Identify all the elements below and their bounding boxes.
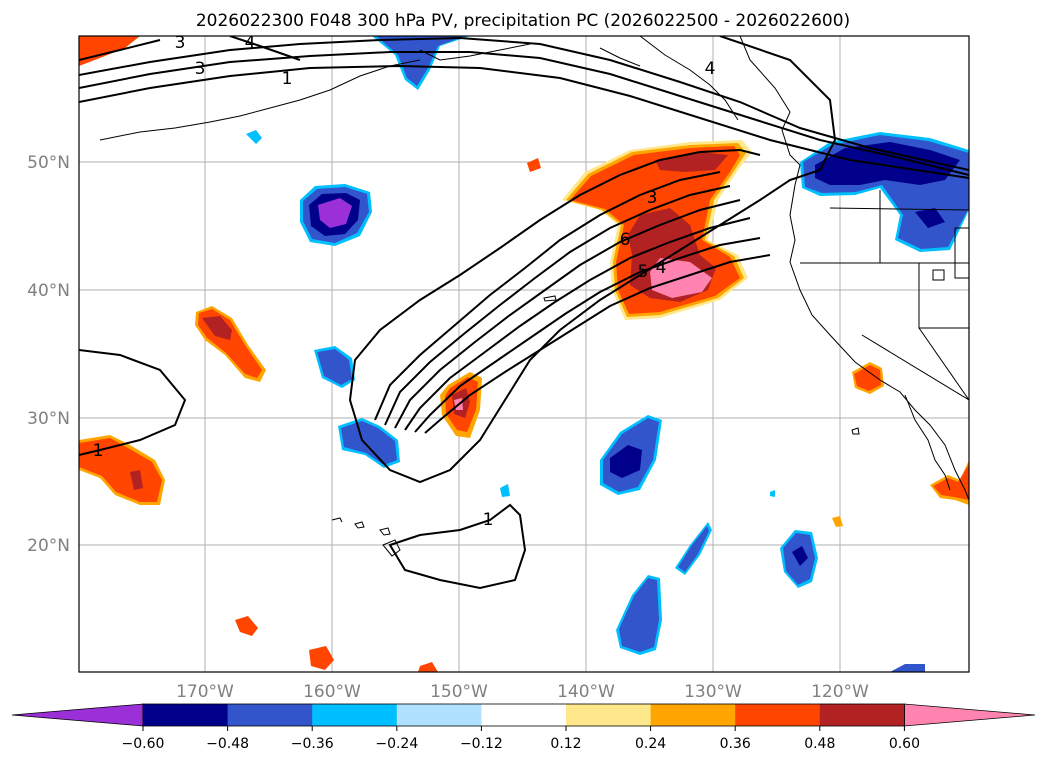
contour-label: 1	[93, 441, 104, 461]
colorbar-frame	[142, 703, 905, 727]
colorbar-tick-label: −0.24	[375, 736, 418, 752]
colorbar-tick-label: 0.60	[889, 736, 920, 752]
lat-label: 30°N	[27, 409, 70, 429]
negative-anomaly-regions	[246, 36, 969, 672]
lon-label: 160°W	[303, 682, 361, 702]
colorbar-segment	[735, 704, 821, 726]
colorbar-tick-label: −0.48	[206, 736, 249, 752]
colorbar-tick-label: −0.36	[291, 736, 334, 752]
lon-label: 170°W	[176, 682, 234, 702]
contour-label: 4	[656, 258, 667, 278]
contour-label: 1	[483, 510, 494, 530]
lat-label: 50°N	[27, 153, 70, 173]
lon-label: 150°W	[430, 682, 488, 702]
colorbar-segment	[481, 704, 567, 726]
colorbar-segment	[143, 704, 229, 726]
contour-label: 4	[705, 59, 716, 79]
lat-label: 20°N	[27, 536, 70, 556]
latitude-labels: 50°N 40°N 30°N 20°N	[27, 153, 70, 556]
colorbar-tick-label: −0.60	[122, 736, 165, 752]
colorbar-tick-label: 0.24	[635, 736, 666, 752]
map-panel: 3 4 3 1 4 3 6 5 4 1 1	[79, 33, 969, 672]
lon-label: 120°W	[811, 682, 869, 702]
contour-label: 3	[195, 59, 206, 79]
colorbar-extend-min	[11, 703, 144, 727]
map-frame	[78, 35, 970, 673]
colorbar-tick-label: −0.12	[460, 736, 503, 752]
contour-label: 5	[638, 262, 649, 282]
figure-title: 2026022300 F048 300 hPa PV, precipitatio…	[196, 11, 850, 31]
colorbar-segment	[650, 704, 736, 726]
colorbar-segment	[396, 704, 482, 726]
lat-label: 40°N	[27, 281, 70, 301]
contour-label: 1	[282, 69, 293, 89]
colorbar-segment	[312, 704, 398, 726]
colorbar-segment	[566, 704, 652, 726]
colorbar-tick-label: 0.12	[550, 736, 581, 752]
colorbar-tick-label: 0.48	[804, 736, 835, 752]
contour-label: 3	[647, 188, 658, 208]
contour-label: 3	[175, 33, 186, 53]
colorbar-segment	[227, 704, 313, 726]
colorbar-extend-max	[904, 703, 1036, 727]
pv-contours	[79, 36, 969, 590]
colorbar-segment	[819, 704, 905, 726]
longitude-labels: 170°W 160°W 150°W 140°W 130°W 120°W	[176, 682, 869, 702]
contour-labels: 3 4 3 1 4 3 6 5 4 1 1	[93, 33, 716, 530]
contour-label: 4	[245, 33, 256, 53]
lon-label: 130°W	[684, 682, 742, 702]
colorbar-tick-label: 0.36	[720, 736, 751, 752]
contour-label: 6	[620, 230, 631, 250]
lon-label: 140°W	[557, 682, 615, 702]
coastlines	[99, 36, 969, 557]
colorbar: −0.60 −0.48 −0.36 −0.24 −0.12 0.12 0.24 0.36 0.4…	[11, 703, 1036, 752]
